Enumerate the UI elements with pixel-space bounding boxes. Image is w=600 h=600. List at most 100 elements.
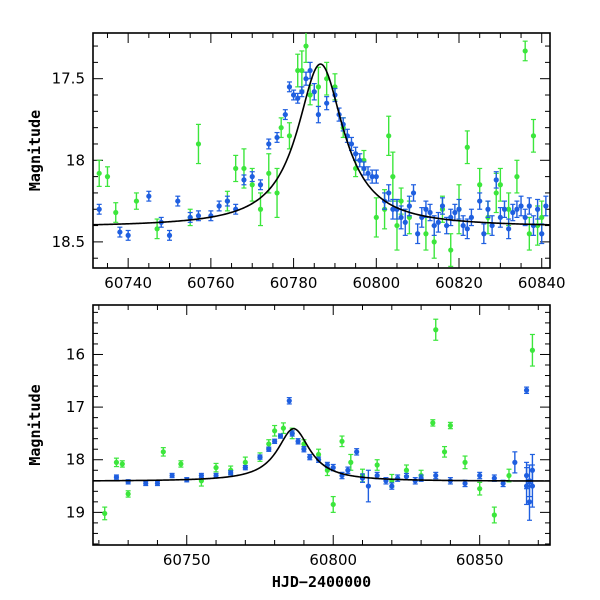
data-point	[510, 209, 516, 216]
data-point	[266, 441, 272, 447]
data-point	[113, 474, 120, 480]
data-point	[500, 480, 506, 487]
data-point	[274, 190, 280, 196]
data-point	[433, 472, 439, 479]
data-point	[233, 165, 239, 172]
model-curve	[93, 63, 550, 226]
data-point	[435, 219, 441, 225]
y-tick-label: 19	[66, 503, 85, 521]
data-point	[146, 193, 152, 199]
data-point	[169, 472, 175, 479]
data-point	[526, 231, 532, 237]
data-point	[447, 422, 453, 429]
data-point	[456, 206, 462, 212]
data-point	[373, 214, 379, 221]
plot-frame	[92, 32, 551, 269]
data-point	[464, 144, 470, 150]
data-point	[266, 170, 272, 176]
data-point	[477, 486, 483, 492]
data-point	[481, 231, 487, 237]
data-point	[365, 483, 371, 489]
data-point	[278, 125, 284, 131]
data-point	[398, 214, 404, 221]
data-point	[290, 92, 297, 98]
data-point	[213, 465, 219, 471]
data-point	[242, 459, 248, 465]
data-point	[403, 467, 410, 473]
data-point	[529, 347, 536, 353]
data-point	[462, 459, 468, 465]
data-point	[448, 214, 454, 221]
data-point	[249, 182, 255, 188]
x-tick-label: 60800	[309, 551, 357, 569]
data-point	[354, 449, 360, 455]
data-point	[187, 214, 193, 221]
data-point	[522, 48, 528, 54]
data-point	[272, 428, 278, 434]
data-point	[374, 472, 380, 479]
data-point	[523, 483, 530, 489]
y-tick-label: 17	[66, 398, 85, 416]
data-point	[403, 473, 410, 480]
data-point	[534, 206, 541, 212]
data-point	[514, 174, 520, 180]
data-point	[523, 387, 530, 393]
x-axis-label: HJD−2400000	[272, 573, 371, 591]
data-point	[468, 214, 475, 221]
data-point	[530, 133, 537, 139]
data-point	[423, 206, 429, 212]
data-point	[274, 134, 280, 141]
data-point	[315, 111, 321, 118]
x-tick-label: 60850	[456, 551, 504, 569]
data-point	[448, 247, 454, 253]
x-tick-label: 60750	[163, 551, 211, 569]
data-point	[491, 475, 497, 481]
data-point	[477, 198, 483, 204]
data-point	[477, 182, 483, 188]
data-point	[257, 454, 263, 460]
data-point	[307, 454, 313, 460]
data-point	[216, 203, 222, 209]
data-point	[539, 214, 545, 221]
data-point	[431, 239, 437, 245]
data-point	[497, 214, 503, 221]
data-point	[518, 203, 524, 209]
data-point	[125, 232, 131, 238]
data-point	[324, 100, 330, 106]
x-tick-label: 60820	[435, 274, 483, 292]
data-point	[522, 214, 528, 221]
data-point	[512, 459, 518, 465]
data-point	[133, 198, 140, 204]
series-green	[102, 318, 536, 524]
data-point	[493, 190, 499, 196]
data-point	[353, 151, 359, 157]
data-point	[178, 461, 184, 467]
data-point	[348, 141, 355, 147]
data-point	[166, 232, 173, 238]
data-point	[96, 170, 102, 176]
data-point	[195, 141, 202, 147]
data-layer	[93, 33, 550, 267]
top-panel: 60740 60760 60780 60800 60820 60840 17.5 18 18.5…	[26, 32, 566, 292]
data-point	[307, 92, 313, 98]
data-point	[539, 231, 545, 237]
data-point	[257, 182, 264, 188]
data-point	[529, 483, 536, 489]
y-tick-label: 18.5	[52, 233, 85, 251]
data-point	[257, 206, 264, 212]
data-point	[119, 461, 125, 467]
y-axis-label: Magnitude	[26, 384, 44, 465]
data-point	[113, 209, 119, 216]
data-point	[477, 472, 483, 479]
data-point	[282, 111, 288, 118]
data-point	[386, 133, 392, 139]
data-point	[195, 213, 202, 219]
data-point	[412, 478, 418, 484]
x-tick-label: 60780	[270, 274, 318, 292]
data-point	[430, 420, 436, 426]
data-point	[311, 89, 317, 95]
data-point	[213, 472, 219, 479]
data-point	[266, 446, 272, 452]
data-point	[452, 209, 458, 216]
data-point	[394, 222, 400, 229]
